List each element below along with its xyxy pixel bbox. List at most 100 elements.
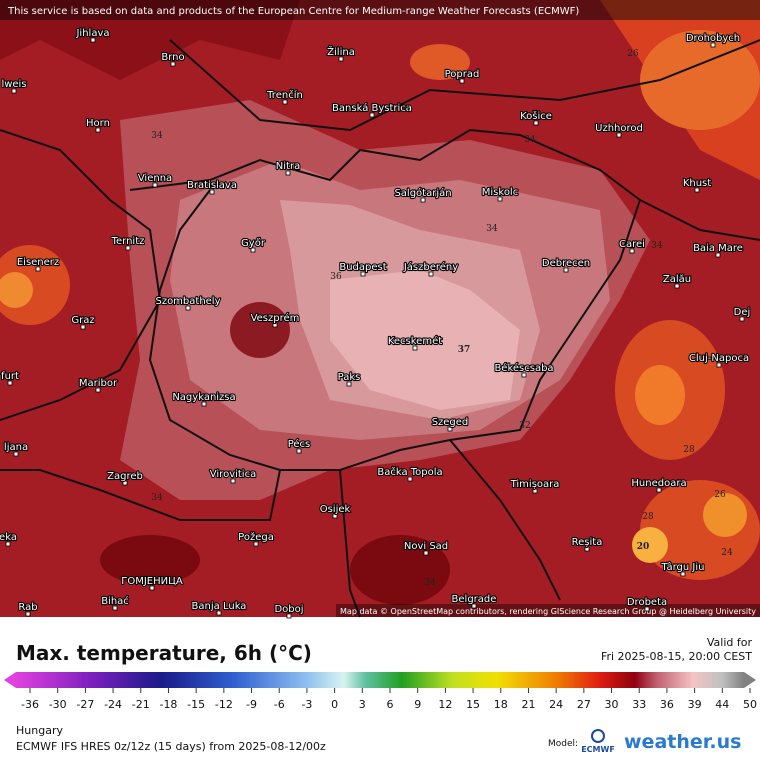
city-label: Horn	[86, 118, 110, 129]
city-marker	[407, 476, 413, 482]
contour-label: 32	[519, 421, 530, 431]
city-marker	[125, 245, 131, 251]
city-marker	[420, 197, 426, 203]
contour-label: 34	[524, 135, 536, 145]
colorbar-high-arrow	[744, 672, 756, 688]
contour-label: 26	[627, 49, 639, 59]
colorbar-tick-label: 36	[660, 698, 674, 711]
city-label: Uzhhorod	[595, 123, 643, 134]
city-marker	[680, 571, 686, 577]
city-label: Belgrade	[452, 594, 497, 605]
city-marker	[149, 585, 155, 591]
colorbar-tick-label: -27	[76, 698, 94, 711]
city-label: Szombathely	[155, 296, 220, 307]
city-marker	[412, 345, 418, 351]
city-marker	[285, 170, 291, 176]
model-label: Model:	[548, 739, 578, 749]
city-marker	[459, 78, 465, 84]
city-marker	[616, 132, 622, 138]
colorbar-tick-label: -9	[246, 698, 257, 711]
colorbar-tick-label: 39	[688, 698, 702, 711]
city-marker	[11, 88, 17, 94]
colorbar-tick-label: 21	[521, 698, 535, 711]
city-marker	[122, 480, 128, 486]
colorbar	[16, 672, 744, 688]
city-marker	[80, 324, 86, 330]
colorbar-tick-label: 15	[466, 698, 480, 711]
city-label: Reșita	[572, 537, 603, 548]
city-marker	[360, 271, 366, 277]
city-label: Ternitz	[111, 236, 145, 247]
contour-label: 20	[637, 542, 650, 552]
city-label: Zalău	[663, 274, 691, 285]
city-marker	[346, 381, 352, 387]
contour-label: 26	[714, 490, 726, 500]
city-marker	[230, 478, 236, 484]
colorbar-tick-label: 0	[331, 698, 338, 711]
city-marker	[674, 283, 680, 289]
colorbar-tick-label: 30	[605, 698, 619, 711]
valid-time: Fri 2025-08-15, 20:00 CEST	[601, 650, 752, 663]
legend-title: Max. temperature, 6h (°C)	[16, 641, 312, 665]
contour-label: 24	[721, 548, 733, 558]
city-label: Miskolc	[482, 187, 518, 198]
colorbar-tick-label: 33	[632, 698, 646, 711]
colorbar-tick-label: -12	[215, 698, 233, 711]
city-marker	[25, 611, 31, 617]
city-marker	[170, 61, 176, 67]
valid-label: Valid for	[707, 636, 753, 649]
contour-label: 34	[151, 493, 163, 503]
city-marker	[250, 247, 256, 253]
city-marker	[338, 56, 344, 62]
city-marker	[95, 387, 101, 393]
colorbar-tick-label: -24	[104, 698, 122, 711]
city-marker	[739, 316, 745, 322]
city-labels: Jihlava Brno Žilina Poprad Drohobych lweis Tre…	[0, 27, 751, 619]
city-label: furt	[1, 371, 19, 382]
colorbar-tick-label: -30	[49, 698, 67, 711]
ecmwf-logo	[591, 729, 605, 743]
city-label: Salgótarján	[394, 187, 451, 199]
city-marker	[428, 271, 434, 277]
city-label: Nitra	[276, 161, 300, 172]
city-label: Debrecen	[542, 258, 590, 269]
city-label: Kecskemét	[388, 335, 442, 347]
colorbar-tick-label: 50	[743, 698, 757, 711]
city-marker	[532, 488, 538, 494]
city-label: Baia Mare	[693, 243, 743, 254]
city-label: Bratislava	[187, 180, 237, 191]
city-label: Békéscsaba	[494, 362, 553, 374]
attribution-bg	[336, 604, 760, 617]
city-label: Hunedoara	[631, 478, 686, 489]
brand: weather.us	[624, 731, 741, 753]
city-label: Poprad	[445, 69, 480, 80]
city-marker	[710, 42, 716, 48]
city-label: Cluj-Napoca	[689, 353, 749, 364]
city-marker	[95, 127, 101, 133]
city-label: eka	[0, 532, 17, 543]
city-marker	[694, 187, 700, 193]
city-marker	[112, 605, 118, 611]
model-name: ECMWF	[581, 745, 615, 754]
city-marker	[35, 266, 41, 272]
contour-label: 34	[424, 578, 436, 588]
colorbar-tick-label: 27	[577, 698, 591, 711]
city-label: Győr	[241, 237, 266, 249]
contour-label: 28	[642, 512, 654, 522]
city-label: Khust	[683, 178, 711, 189]
map	[0, 0, 760, 618]
city-label: ГОМЈЕНИЦА	[121, 576, 183, 587]
city-label: Eisenerz	[17, 257, 59, 268]
city-marker	[13, 451, 19, 457]
city-marker	[533, 120, 539, 126]
city-label: Dej	[734, 307, 751, 318]
city-label: Požega	[238, 531, 274, 543]
colorbar-tick-label: -18	[159, 698, 177, 711]
colorbar-tick-label: 3	[359, 698, 366, 711]
city-marker	[471, 603, 477, 609]
city-marker	[584, 546, 590, 552]
region: Hungary	[16, 724, 63, 737]
contour-label: 34	[651, 241, 663, 251]
city-label: Bihać	[101, 595, 129, 607]
